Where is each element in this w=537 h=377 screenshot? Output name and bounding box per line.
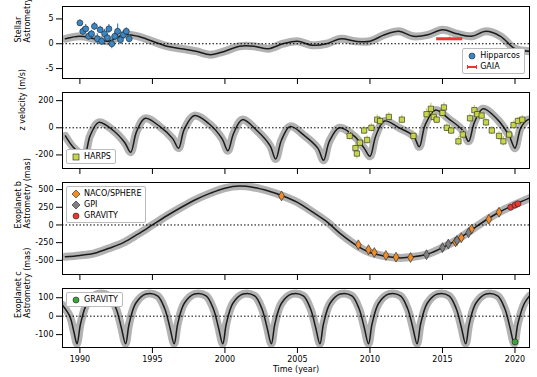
html-text:NACO/SPHERE: NACO/SPHERE (84, 189, 142, 198)
svg-text:500: 500 (38, 185, 53, 194)
svg-text:-100: -100 (35, 330, 53, 339)
svg-text:-250: -250 (35, 238, 53, 247)
svg-text:2020: 2020 (505, 355, 525, 364)
html-text:HARPS: HARPS (84, 152, 111, 161)
svg-text:2015: 2015 (432, 355, 452, 364)
svg-text:0: 0 (48, 221, 53, 230)
svg-text:1990: 1990 (70, 355, 90, 364)
svg-text:Exoplanet bAstrometry (mas): Exoplanet bAstrometry (mas) (14, 158, 32, 228)
svg-text:Time (year): Time (year) (272, 365, 319, 374)
html-text:GAIA: GAIA (480, 62, 500, 71)
html-text:GRAVITY: GRAVITY (84, 295, 118, 304)
html-text:GRAVITY: GRAVITY (84, 211, 118, 220)
svg-text:-5: -5 (46, 64, 54, 73)
svg-text:0: 0 (48, 123, 53, 132)
svg-text:-500: -500 (35, 256, 53, 265)
svg-text:5: 5 (48, 14, 53, 23)
svg-text:-200: -200 (35, 150, 53, 159)
svg-text:0: 0 (48, 39, 53, 48)
svg-text:0: 0 (48, 312, 53, 321)
svg-text:z velocity (m/s): z velocity (m/s) (18, 69, 27, 130)
svg-text:2010: 2010 (360, 355, 380, 364)
svg-text:StellarAstrometry (mas): StellarAstrometry (mas) (14, 0, 32, 43)
html-text:GPI: GPI (84, 200, 98, 209)
svg-text:1995: 1995 (142, 355, 162, 364)
svg-text:Exoplanet cAstrometry (mas): Exoplanet cAstrometry (mas) (14, 248, 32, 318)
svg-text:100: 100 (38, 293, 53, 302)
svg-text:250: 250 (38, 203, 53, 212)
svg-text:200: 200 (38, 96, 53, 105)
svg-text:2000: 2000 (215, 355, 235, 364)
svg-text:2005: 2005 (287, 355, 307, 364)
html-text:Hipparcos: Hipparcos (480, 51, 520, 60)
